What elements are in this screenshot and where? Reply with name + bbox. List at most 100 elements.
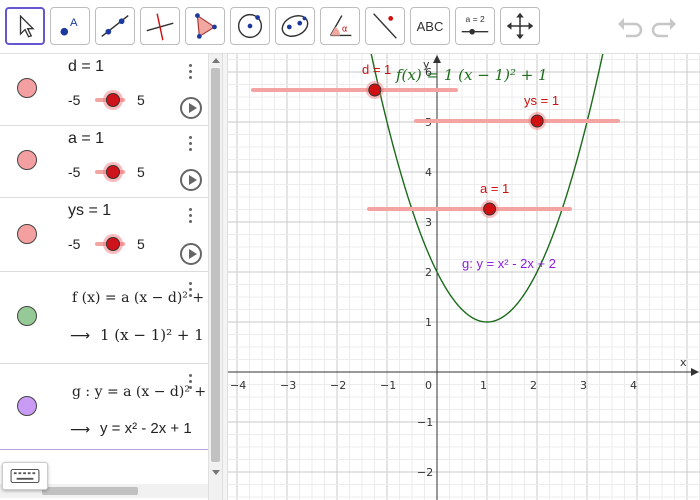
x-tick-label: −4	[230, 379, 246, 392]
x-tick-label: 0	[425, 379, 432, 392]
perpendicular-tool-button[interactable]	[140, 7, 180, 45]
circle-tool-button[interactable]	[230, 7, 270, 45]
redo-button[interactable]	[650, 12, 680, 42]
algebra-row-slider-ys[interactable]: ys = 1 -5 5	[0, 198, 208, 272]
y-tick-label: 3	[425, 216, 432, 229]
reflect-line-icon	[373, 13, 397, 39]
slider-max: 5	[137, 164, 145, 180]
y-axis-label: y	[423, 58, 430, 71]
algebra-row-function-f[interactable]: f (x) = a (x − d)² + ys ⟶ 1 (x − 1)² + 1	[0, 272, 222, 364]
x-axis-arrow-icon	[691, 368, 699, 376]
function-f-label[interactable]: f(x) = 1 (x − 1)² + 1	[395, 66, 548, 84]
slider-label: ys = 1	[524, 93, 559, 108]
reflect-tool-button[interactable]	[365, 7, 405, 45]
vertical-scrollbar[interactable]	[208, 54, 222, 500]
more-options-icon[interactable]	[188, 136, 194, 154]
move-arrows-icon	[506, 12, 534, 40]
horizontal-scrollbar[interactable]	[0, 484, 208, 498]
x-tick-label: 2	[530, 379, 537, 392]
y-axis-arrow-icon	[433, 55, 441, 63]
slider-a[interactable]: a = 1	[367, 181, 572, 218]
slider-max: 5	[137, 92, 145, 108]
more-options-icon[interactable]	[188, 374, 194, 392]
play-animation-icon[interactable]	[180, 243, 202, 265]
algebra-row-slider-a[interactable]: a = 1 -5 5	[0, 126, 208, 198]
slider-definition[interactable]: ys = 1	[68, 202, 112, 219]
panel-divider[interactable]	[222, 54, 228, 500]
y-tick-label: −2	[417, 466, 433, 479]
ellipse-tool-button[interactable]	[275, 7, 315, 45]
play-animation-icon[interactable]	[180, 169, 202, 191]
scroll-thumb[interactable]	[42, 487, 138, 495]
scroll-up-icon[interactable]	[212, 58, 220, 63]
y-tick-label: 1	[425, 316, 432, 329]
result-arrow-icon: ⟶	[70, 328, 91, 344]
svg-text:α: α	[342, 25, 348, 35]
function-f-curve[interactable]	[335, 54, 639, 323]
algebra-row-function-g[interactable]: g : y = a (x − d)² + ys ⟶ y = x² - 2x + …	[0, 364, 222, 450]
slider-knob[interactable]	[106, 93, 120, 107]
x-tick-label: 3	[580, 379, 587, 392]
angle-icon: α	[329, 15, 352, 37]
slider-knob[interactable]	[530, 114, 544, 128]
polygon-tool-button[interactable]	[185, 7, 225, 45]
angle-tool-button[interactable]: α	[320, 7, 360, 45]
svg-text:A: A	[70, 17, 78, 29]
more-options-icon[interactable]	[188, 64, 194, 82]
algebra-row-slider-d[interactable]: d = 1 -5 5	[0, 54, 208, 126]
slider-knob[interactable]	[368, 83, 382, 97]
line-icon	[101, 15, 129, 37]
tick-labels: −4−3−2−101234654321−1−2	[230, 66, 637, 479]
point-tool-button[interactable]: A	[50, 7, 90, 45]
x-tick-label: −2	[330, 379, 346, 392]
keyboard-button[interactable]	[2, 462, 48, 490]
slider-tool-button[interactable]: a = 2	[455, 7, 495, 45]
more-options-icon[interactable]	[188, 208, 194, 226]
graphics-canvas[interactable]: x y −4−3−2−101234654321−1−2 f(x) = 1 (x …	[228, 54, 700, 500]
polygon-icon	[195, 13, 217, 39]
cursor-arrow-icon	[19, 14, 35, 38]
slider-label: a = 1	[480, 181, 509, 196]
slider-knob[interactable]	[106, 165, 120, 179]
undo-button[interactable]	[614, 12, 644, 42]
function-g-label[interactable]: g: y = x² - 2x + 2	[462, 256, 556, 271]
perpendicular-line-icon	[146, 13, 174, 41]
more-options-icon[interactable]	[188, 282, 194, 300]
move-graphics-tool-button[interactable]	[500, 7, 540, 45]
x-tick-label: 4	[630, 379, 637, 392]
slider-knob[interactable]	[483, 202, 497, 216]
visibility-toggle[interactable]	[17, 150, 37, 170]
y-tick-label: 2	[425, 266, 432, 279]
slider-max: 5	[137, 236, 145, 252]
y-tick-label: −1	[417, 416, 433, 429]
scroll-down-icon[interactable]	[212, 470, 220, 475]
x-axis-label: x	[680, 356, 687, 369]
slider-min: -5	[68, 164, 81, 180]
slider-d[interactable]: d = 1	[251, 62, 458, 99]
result-arrow-icon: ⟶	[70, 422, 91, 438]
slider-label: d = 1	[362, 62, 391, 77]
grid	[228, 54, 700, 500]
x-tick-label: 1	[480, 379, 487, 392]
graphics-view[interactable]: x y −4−3−2−101234654321−1−2 f(x) = 1 (x …	[228, 54, 700, 500]
visibility-toggle[interactable]	[17, 78, 37, 98]
function-definition[interactable]: f (x) = a (x − d)² + ys	[72, 290, 222, 306]
slider-min: -5	[68, 92, 81, 108]
ellipse-icon	[281, 15, 309, 37]
slider-ys[interactable]: ys = 1	[414, 93, 620, 130]
visibility-toggle[interactable]	[17, 396, 37, 416]
visibility-toggle[interactable]	[17, 224, 37, 244]
text-tool-button[interactable]: ABC	[410, 7, 450, 45]
slider-definition[interactable]: a = 1	[68, 130, 105, 147]
move-tool-button[interactable]	[5, 7, 45, 45]
slider-knob[interactable]	[106, 237, 120, 251]
slider-definition[interactable]: d = 1	[68, 58, 105, 75]
play-animation-icon[interactable]	[180, 97, 202, 119]
undo-icon	[618, 18, 643, 38]
line-tool-button[interactable]	[95, 7, 135, 45]
function-definition[interactable]: g : y = a (x − d)² + ys	[72, 384, 222, 400]
visibility-toggle[interactable]	[17, 306, 37, 326]
y-tick-label: 6	[425, 66, 432, 79]
point-icon: A	[60, 17, 78, 36]
scroll-thumb[interactable]	[211, 68, 220, 462]
